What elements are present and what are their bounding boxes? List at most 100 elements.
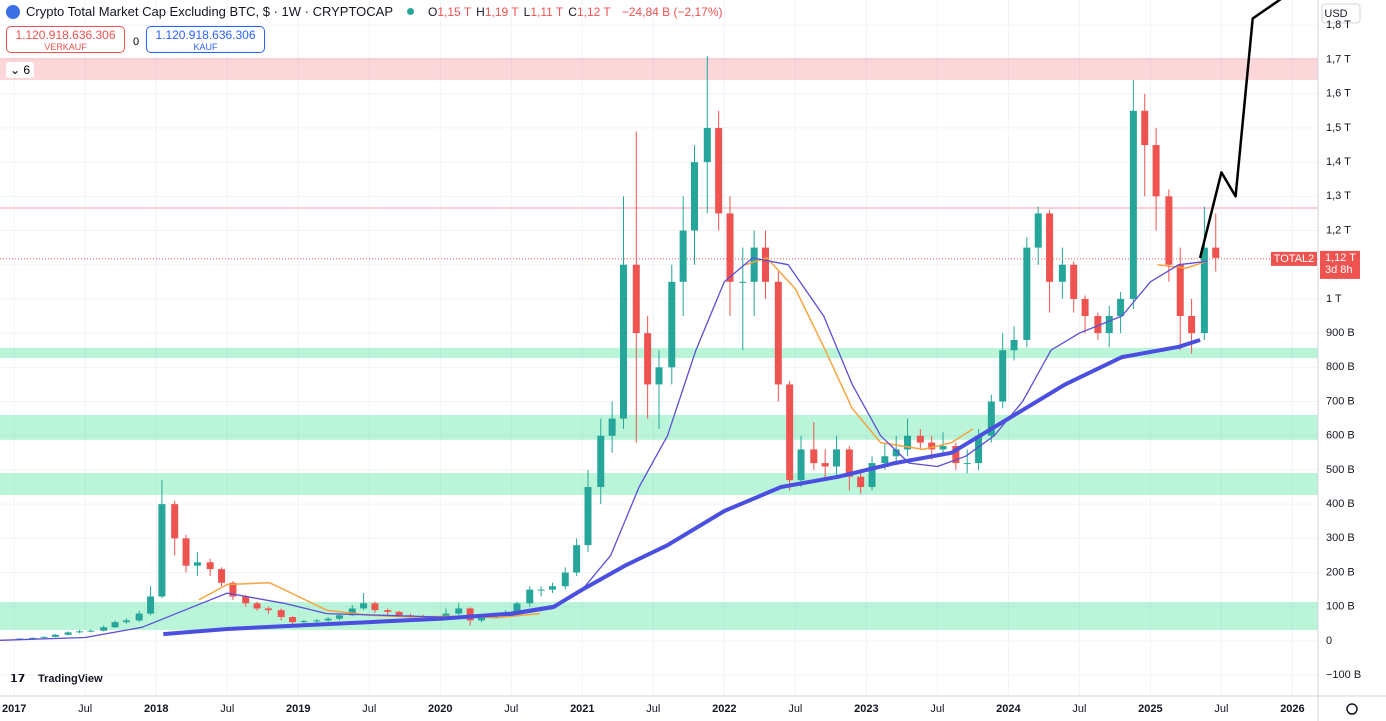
candle-body bbox=[87, 630, 95, 632]
candle-body bbox=[1165, 196, 1173, 265]
candle-body bbox=[1070, 264, 1078, 299]
candle-body bbox=[122, 620, 130, 623]
currency[interactable]: USD bbox=[1324, 8, 1347, 20]
change: −24,84 B (−2,17%) bbox=[621, 4, 723, 19]
brand: 𝟭𝟳 TradingView bbox=[10, 673, 103, 685]
y-tick-label: 1,5 T bbox=[1326, 122, 1351, 134]
candle-body bbox=[797, 449, 805, 481]
candles bbox=[16, 56, 1220, 640]
price-tag-bg bbox=[1320, 250, 1360, 279]
buy-price: 1.120.918.636.306 bbox=[155, 28, 256, 42]
candle-body bbox=[289, 616, 297, 623]
zone bbox=[0, 601, 1318, 630]
candle-body bbox=[100, 627, 108, 631]
candle-body bbox=[135, 613, 143, 621]
candle-body bbox=[833, 449, 841, 467]
candle-body bbox=[963, 463, 971, 465]
ohlc-value: 1,15 T bbox=[437, 4, 472, 19]
candle-body bbox=[1200, 247, 1208, 334]
sell-button[interactable]: 1.120.918.636.306 VERKAUF bbox=[6, 26, 125, 53]
candle-body bbox=[324, 618, 332, 621]
ohlc-label: O bbox=[428, 4, 438, 19]
candle-body bbox=[892, 449, 900, 457]
zone bbox=[0, 473, 1318, 495]
x-tick-label: 2021 bbox=[570, 703, 594, 715]
x-tick-label: Jul bbox=[362, 703, 376, 715]
zone bbox=[0, 57, 1318, 81]
candle-body bbox=[242, 596, 250, 604]
y-tick-label: 1,3 T bbox=[1326, 190, 1351, 202]
candle-body bbox=[975, 435, 983, 464]
x-tick-label: 2026 bbox=[1280, 703, 1304, 715]
candle-body bbox=[526, 589, 534, 604]
brand-mark: 𝟭𝟳 bbox=[10, 673, 25, 685]
candle-body bbox=[1010, 339, 1018, 351]
currency-box[interactable] bbox=[1321, 3, 1361, 24]
indicators-toggle[interactable]: ⌄ 6 bbox=[6, 62, 35, 78]
candle-body bbox=[313, 620, 321, 622]
ohlc-label: L bbox=[523, 4, 531, 19]
settings-icon[interactable] bbox=[1346, 703, 1358, 715]
candle-body bbox=[939, 445, 947, 450]
candle-body bbox=[597, 435, 605, 488]
candle-body bbox=[76, 631, 84, 633]
zones bbox=[0, 57, 1318, 630]
y-tick-label: 700 B bbox=[1326, 395, 1355, 407]
candle-body bbox=[1058, 264, 1066, 282]
candle-body bbox=[111, 622, 119, 628]
x-tick-label: Jul bbox=[788, 703, 802, 715]
indicator-line bbox=[1198, 0, 1282, 259]
price-tag-name: TOTAL2 bbox=[1274, 253, 1315, 265]
y-tick-label: 100 B bbox=[1326, 601, 1355, 613]
candle-body bbox=[739, 281, 747, 283]
candle-body bbox=[548, 586, 556, 590]
candle-body bbox=[573, 545, 581, 573]
market-dot bbox=[407, 8, 415, 15]
candle-body bbox=[300, 621, 308, 623]
header: Crypto Total Market Cap Excluding BTC, $… bbox=[6, 4, 722, 19]
candle-body bbox=[632, 264, 640, 334]
indicator-lines bbox=[0, 0, 1282, 641]
x-tick-label: 2024 bbox=[996, 703, 1021, 715]
indicator-line bbox=[0, 257, 1208, 641]
candle-body bbox=[218, 569, 226, 583]
candle-body bbox=[455, 608, 463, 614]
candle-body bbox=[786, 384, 794, 481]
price-tag-value: 1,12 T bbox=[1325, 252, 1356, 264]
candle-body bbox=[348, 608, 356, 616]
candle-body bbox=[999, 350, 1007, 402]
y-tick-label: 900 B bbox=[1326, 327, 1355, 339]
candle-body bbox=[1023, 247, 1031, 340]
y-tick-label: 300 B bbox=[1326, 532, 1355, 544]
candle-body bbox=[608, 418, 616, 436]
candle-body bbox=[561, 572, 569, 587]
y-tick-label: 1,8 T bbox=[1326, 19, 1351, 31]
y-tick-label: 500 B bbox=[1326, 464, 1355, 476]
candle-body bbox=[916, 435, 924, 443]
candle-body bbox=[904, 435, 912, 450]
candle-body bbox=[810, 449, 818, 464]
candle-body bbox=[64, 632, 72, 635]
buy-button[interactable]: 1.120.918.636.306 KAUF bbox=[146, 26, 265, 53]
ohlc-label: C bbox=[568, 4, 577, 19]
price-tag-name-bg bbox=[1271, 251, 1317, 266]
y-tick-label: 600 B bbox=[1326, 430, 1355, 442]
symbol-title[interactable]: Crypto Total Market Cap Excluding BTC, $… bbox=[26, 4, 394, 19]
candle-body bbox=[584, 487, 592, 546]
y-tick-label: 1,7 T bbox=[1326, 53, 1351, 65]
ohlc-value: 1,11 T bbox=[530, 4, 564, 19]
x-tick-label: 2022 bbox=[712, 703, 736, 715]
ohlc-label: H bbox=[476, 4, 485, 19]
x-tick-label: 2017 bbox=[2, 703, 26, 715]
candle-body bbox=[987, 401, 995, 436]
y-tick-label: 1 T bbox=[1326, 293, 1342, 305]
y-tick-label: −100 B bbox=[1326, 669, 1361, 681]
candle-body bbox=[691, 162, 699, 231]
candle-body bbox=[821, 463, 829, 467]
y-tick-label: 1,4 T bbox=[1326, 156, 1351, 168]
candle-body bbox=[335, 615, 343, 619]
y-tick-label: 800 B bbox=[1326, 361, 1355, 373]
candle-body bbox=[1081, 298, 1089, 317]
